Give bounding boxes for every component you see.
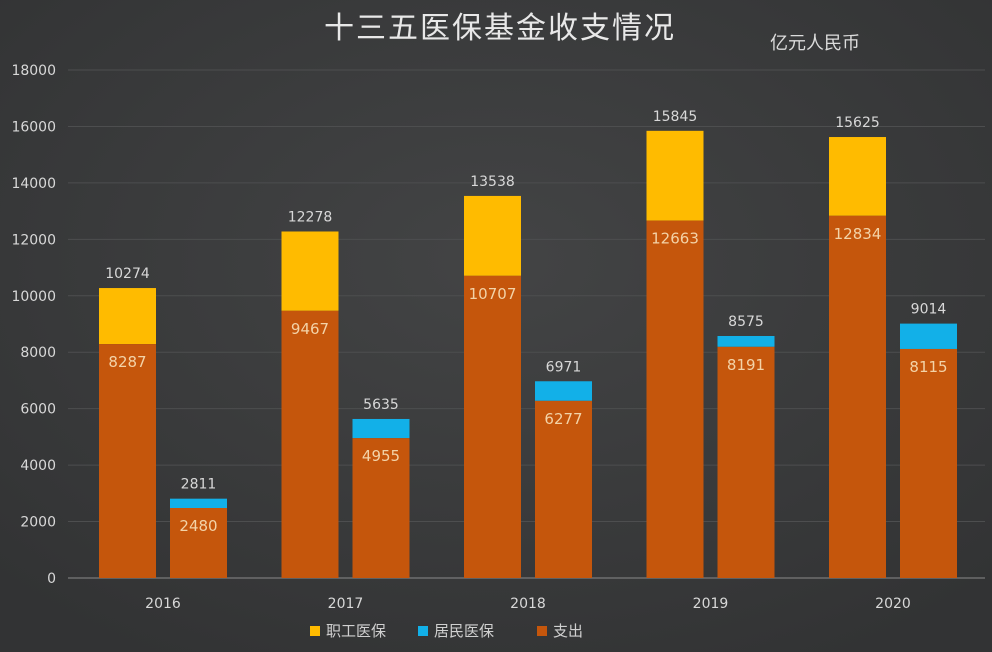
bar-expenditure-resident <box>535 400 592 578</box>
y-tick-label: 14000 <box>11 176 56 192</box>
data-label-expenditure: 8115 <box>909 358 947 376</box>
bar-income-employee <box>829 137 886 216</box>
bar-expenditure-employee <box>464 275 521 578</box>
bar-expenditure-resident <box>900 348 957 578</box>
x-tick-label: 2019 <box>693 596 729 612</box>
y-tick-label: 8000 <box>20 345 56 361</box>
data-label-income: 15625 <box>835 115 880 131</box>
bar-expenditure-employee <box>281 310 339 578</box>
data-label-income: 8575 <box>728 314 764 330</box>
y-tick-label: 16000 <box>11 119 56 135</box>
data-label-income: 12278 <box>288 209 333 225</box>
bar-expenditure-resident <box>352 438 410 578</box>
data-label-income: 6971 <box>546 359 582 375</box>
y-tick-label: 18000 <box>11 63 56 79</box>
data-label-expenditure: 6277 <box>544 410 582 428</box>
data-label-expenditure: 8191 <box>727 356 765 374</box>
bar-income-employee <box>281 231 339 311</box>
bar-expenditure-employee <box>829 215 886 578</box>
bar-income-resident <box>900 323 957 349</box>
y-tick-label: 12000 <box>11 232 56 248</box>
bar-expenditure-employee <box>646 220 704 578</box>
y-tick-label: 2000 <box>20 515 56 531</box>
data-label-income: 9014 <box>911 302 947 318</box>
bar-income-resident <box>717 335 775 347</box>
bar-income-resident <box>352 418 410 439</box>
data-label-income: 15845 <box>653 109 698 125</box>
bar-income-employee <box>646 130 704 221</box>
unit-label: 亿元人民币 <box>770 33 860 54</box>
bar-expenditure-resident <box>717 346 775 578</box>
y-tick-label: 10000 <box>11 289 56 305</box>
data-label-expenditure: 4955 <box>362 447 400 465</box>
y-tick-label: 6000 <box>20 402 56 418</box>
y-tick-label: 0 <box>47 571 56 587</box>
legend-label: 居民医保 <box>434 622 494 640</box>
bar-expenditure-resident <box>170 508 227 578</box>
data-label-expenditure: 2480 <box>179 517 217 535</box>
bar-income-employee <box>99 288 156 345</box>
data-label-income: 13538 <box>470 174 515 190</box>
data-label-expenditure: 12834 <box>834 225 882 243</box>
y-tick-label: 4000 <box>20 458 56 474</box>
bar-income-employee <box>464 195 521 276</box>
legend-swatch <box>310 626 320 636</box>
data-label-income: 2811 <box>181 477 217 493</box>
legend-swatch <box>537 626 547 636</box>
x-tick-label: 2017 <box>328 596 364 612</box>
legend-label: 职工医保 <box>326 622 386 640</box>
x-tick-label: 2016 <box>145 596 181 612</box>
chart-title: 十三五医保基金收支情况 <box>324 11 676 46</box>
data-label-expenditure: 9467 <box>291 320 329 338</box>
x-tick-label: 2018 <box>510 596 546 612</box>
data-label-income: 5635 <box>363 397 399 413</box>
bar-expenditure-employee <box>99 344 156 578</box>
legend-swatch <box>418 626 428 636</box>
legend-label: 支出 <box>553 622 583 640</box>
data-label-expenditure: 12663 <box>651 230 699 248</box>
data-label-income: 10274 <box>105 266 150 282</box>
bar-income-resident <box>535 381 592 401</box>
bar-income-resident <box>170 498 227 509</box>
data-label-expenditure: 10707 <box>469 285 517 303</box>
x-tick-label: 2020 <box>875 596 911 612</box>
data-label-expenditure: 8287 <box>108 353 146 371</box>
